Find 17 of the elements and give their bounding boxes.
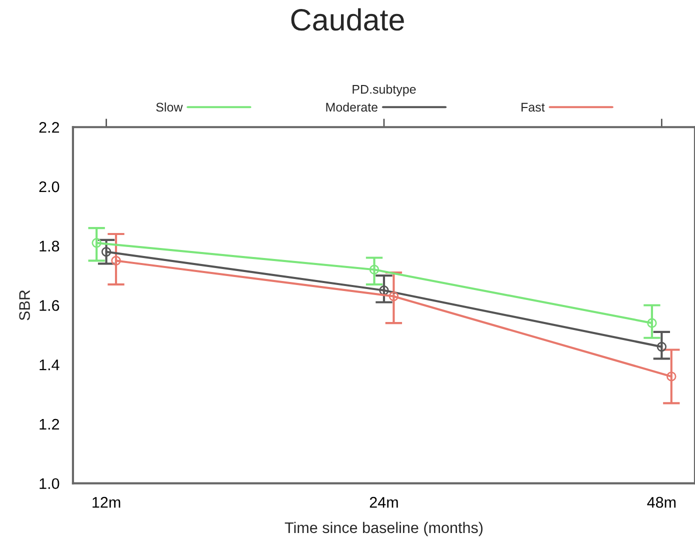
y-tick-label: 1.4 xyxy=(40,360,60,370)
x-axis-title: Time since baseline (months) xyxy=(284,522,483,536)
x-tick-label: 24m xyxy=(370,496,398,508)
y-axis-title: SBR xyxy=(19,290,30,320)
y-tick-label: 1.8 xyxy=(40,240,60,252)
legend-label: Fast xyxy=(522,102,545,112)
legend-label: Slow xyxy=(156,102,183,112)
legend-title: PD.subtype xyxy=(352,84,416,96)
x-tick-label: 12m xyxy=(92,496,120,508)
y-tick-label: 1.0 xyxy=(40,478,60,490)
y-tick-label: 2.0 xyxy=(39,181,60,192)
x-tick-label: 48m xyxy=(647,496,676,508)
y-tick-label: 1.6 xyxy=(40,300,60,311)
y-tick-label: 1.2 xyxy=(40,418,60,430)
y-tick-label: 2.2 xyxy=(39,122,60,133)
legend-label: Moderate xyxy=(326,102,378,112)
chart-title: Caudate xyxy=(291,8,404,31)
